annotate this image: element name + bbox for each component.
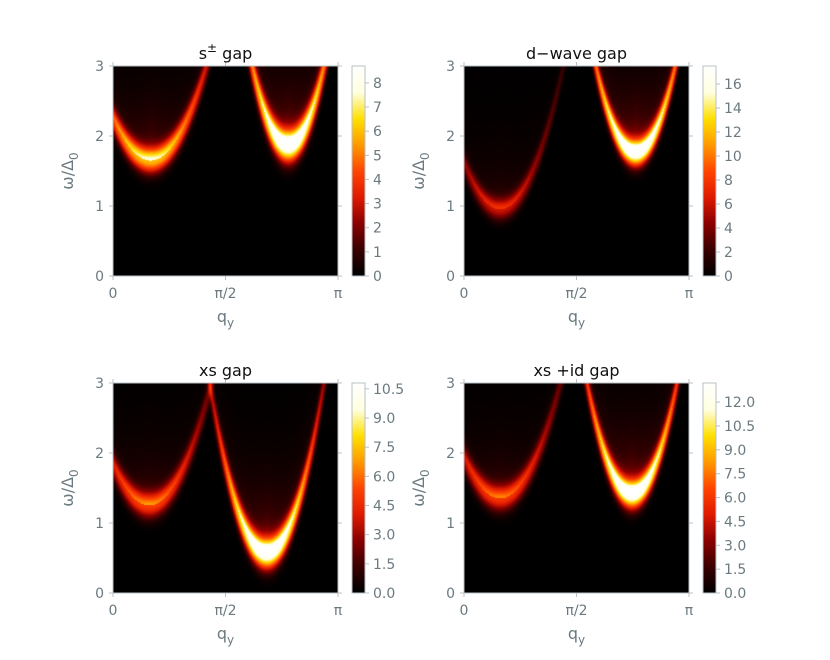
x-axis-label: qy xyxy=(217,307,234,330)
x-tick-label: 0 xyxy=(109,286,118,302)
colorbar-2 xyxy=(703,66,716,276)
x-tick-label: π/2 xyxy=(565,603,587,619)
panel-title: s± gap xyxy=(199,41,253,63)
y-tick-label: 0 xyxy=(446,586,455,602)
y-tick-label: 1 xyxy=(446,516,455,532)
panel-title: d−wave gap xyxy=(526,44,627,63)
colorbar-tick-label: 9.0 xyxy=(373,411,395,427)
y-tick-label: 2 xyxy=(446,129,455,145)
colorbar-tick-label: 10.5 xyxy=(373,382,404,398)
heatmap-image-2 xyxy=(464,66,689,276)
colorbar-tick-label: 1 xyxy=(373,245,382,261)
y-tick-label: 1 xyxy=(95,516,104,532)
x-tick-label: π/2 xyxy=(565,286,587,302)
colorbar-tick-label: 8 xyxy=(373,76,382,92)
colorbar-frame xyxy=(702,65,717,277)
x-tick-label: 0 xyxy=(109,603,118,619)
colorbar-tick-label: 12 xyxy=(724,125,742,141)
y-tick-label: 0 xyxy=(95,269,104,285)
x-tick-label: π/2 xyxy=(214,603,236,619)
heatmap-image-1 xyxy=(113,66,338,276)
colorbar-tick-label: 4.5 xyxy=(724,514,746,530)
colorbar-tick-label: 3.0 xyxy=(724,538,746,554)
colorbar-tick-label: 2 xyxy=(724,245,733,261)
y-axis-label: ω/Δ0 xyxy=(409,152,432,189)
colorbar-tick-label: 9.0 xyxy=(724,443,746,459)
colorbar-tick-label: 8 xyxy=(724,173,733,189)
colorbar-tick-label: 6 xyxy=(373,124,382,140)
y-tick-label: 3 xyxy=(446,376,455,392)
panel-title: xs +id gap xyxy=(533,361,619,380)
colorbar-frame xyxy=(702,382,717,594)
colorbar-1 xyxy=(352,66,365,276)
colorbar-tick-label: 0 xyxy=(724,269,733,285)
colorbar-tick-label: 3 xyxy=(373,197,382,213)
y-tick-label: 2 xyxy=(446,446,455,462)
y-tick-label: 3 xyxy=(446,59,455,75)
colorbar-tick-label: 7.5 xyxy=(724,467,746,483)
colorbar-frame xyxy=(351,382,366,594)
panel-title: xs gap xyxy=(199,361,252,380)
x-tick-label: π xyxy=(685,286,694,302)
colorbar-tick-label: 7 xyxy=(373,100,382,116)
y-tick-label: 1 xyxy=(95,199,104,215)
colorbar-tick-label: 10 xyxy=(724,149,742,165)
x-axis-label: qy xyxy=(568,624,585,647)
colorbar-tick-label: 4 xyxy=(373,172,382,188)
x-tick-label: π/2 xyxy=(214,286,236,302)
colorbar-3 xyxy=(352,383,365,593)
colorbar-tick-label: 4 xyxy=(724,221,733,237)
colorbar-tick-label: 1.5 xyxy=(724,562,746,578)
x-tick-label: π xyxy=(334,603,343,619)
x-tick-label: π xyxy=(334,286,343,302)
colorbar-tick-label: 6.0 xyxy=(373,469,395,485)
colorbar-tick-label: 10.5 xyxy=(724,419,755,435)
heatmap-image-3 xyxy=(113,383,338,593)
colorbar-tick-label: 0.0 xyxy=(724,586,746,602)
colorbar-frame xyxy=(351,65,366,277)
colorbar-tick-label: 1.5 xyxy=(373,557,395,573)
y-axis-label: ω/Δ0 xyxy=(58,152,81,189)
x-tick-label: 0 xyxy=(460,603,469,619)
y-tick-label: 3 xyxy=(95,376,104,392)
y-tick-label: 0 xyxy=(95,586,104,602)
colorbar-tick-label: 0.0 xyxy=(373,586,395,602)
y-axis-label: ω/Δ0 xyxy=(409,469,432,506)
x-axis-label: qy xyxy=(217,624,234,647)
x-axis-label: qy xyxy=(568,307,585,330)
colorbar-tick-label: 5 xyxy=(373,148,382,164)
y-tick-label: 0 xyxy=(446,269,455,285)
colorbar-tick-label: 6 xyxy=(724,197,733,213)
colorbar-4 xyxy=(703,383,716,593)
x-tick-label: 0 xyxy=(460,286,469,302)
colorbar-tick-label: 2 xyxy=(373,221,382,237)
heatmap-image-4 xyxy=(464,383,689,593)
y-tick-label: 2 xyxy=(95,446,104,462)
y-tick-label: 3 xyxy=(95,59,104,75)
colorbar-tick-label: 3.0 xyxy=(373,528,395,544)
y-tick-label: 1 xyxy=(446,199,455,215)
colorbar-tick-label: 12.0 xyxy=(724,395,755,411)
colorbar-tick-label: 14 xyxy=(724,101,742,117)
x-tick-label: π xyxy=(685,603,694,619)
colorbar-tick-label: 16 xyxy=(724,77,742,93)
colorbar-tick-label: 6.0 xyxy=(724,491,746,507)
colorbar-tick-label: 4.5 xyxy=(373,499,395,515)
colorbar-tick-label: 0 xyxy=(373,269,382,285)
y-tick-label: 2 xyxy=(95,129,104,145)
colorbar-tick-label: 7.5 xyxy=(373,440,395,456)
y-axis-label: ω/Δ0 xyxy=(58,469,81,506)
